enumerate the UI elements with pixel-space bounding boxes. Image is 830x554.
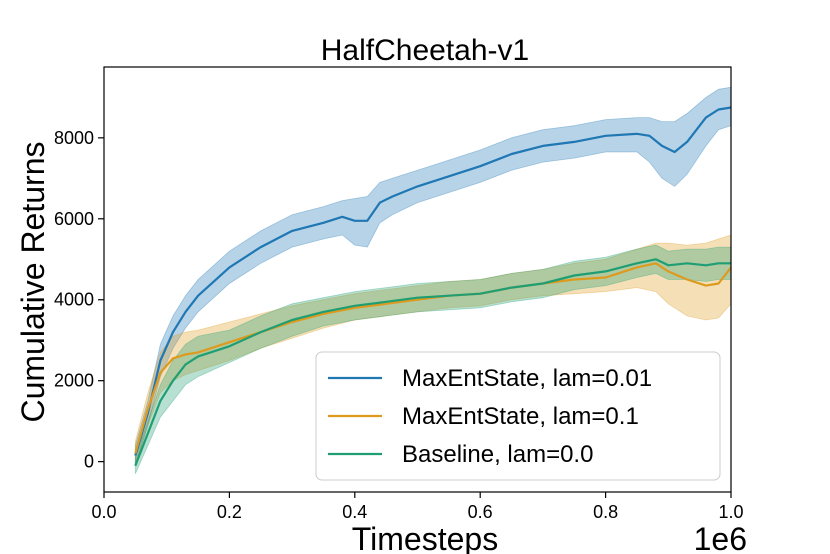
y-axis-ticks: 0 2000 4000 6000 8000 — [54, 128, 104, 472]
y-tick-label: 8000 — [54, 128, 94, 148]
x-tick-label: 1.0 — [718, 502, 743, 522]
series-line-2 — [134, 258, 731, 467]
y-tick-label: 6000 — [54, 209, 94, 229]
y-tick-label: 4000 — [54, 290, 94, 310]
legend-items: MaxEntState, lam=0.01 MaxEntState, lam=0.… — [328, 365, 652, 468]
series-lines — [134, 106, 732, 467]
legend-frame — [315, 351, 721, 481]
legend-label-1: MaxEntState, lam=0.1 — [402, 403, 639, 430]
legend-label-2: Baseline, lam=0.0 — [402, 441, 593, 468]
x-axis-label: Timesteps — [352, 521, 498, 554]
series-line-0 — [134, 106, 732, 456]
x-tick-label: 0.2 — [217, 502, 242, 522]
chart-title: HalfCheetah-v1 — [321, 34, 529, 67]
legend-label-0: MaxEntState, lam=0.01 — [402, 365, 652, 392]
x-tick-label: 0.0 — [91, 502, 116, 522]
y-tick-label: 0 — [84, 452, 94, 472]
plot-frame — [103, 66, 732, 493]
x-tick-label: 0.4 — [342, 502, 367, 522]
x-axis-offset-text: 1e6 — [694, 521, 747, 554]
x-axis-ticks: 0.0 0.2 0.4 0.6 0.8 1.0 — [91, 492, 744, 522]
legend: MaxEntState, lam=0.01 MaxEntState, lam=0.… — [315, 351, 721, 481]
x-tick-label: 0.8 — [593, 502, 618, 522]
y-axis-label: Cumulative Returns — [15, 142, 51, 423]
y-tick-label: 2000 — [54, 371, 94, 391]
x-tick-label: 0.6 — [468, 502, 493, 522]
